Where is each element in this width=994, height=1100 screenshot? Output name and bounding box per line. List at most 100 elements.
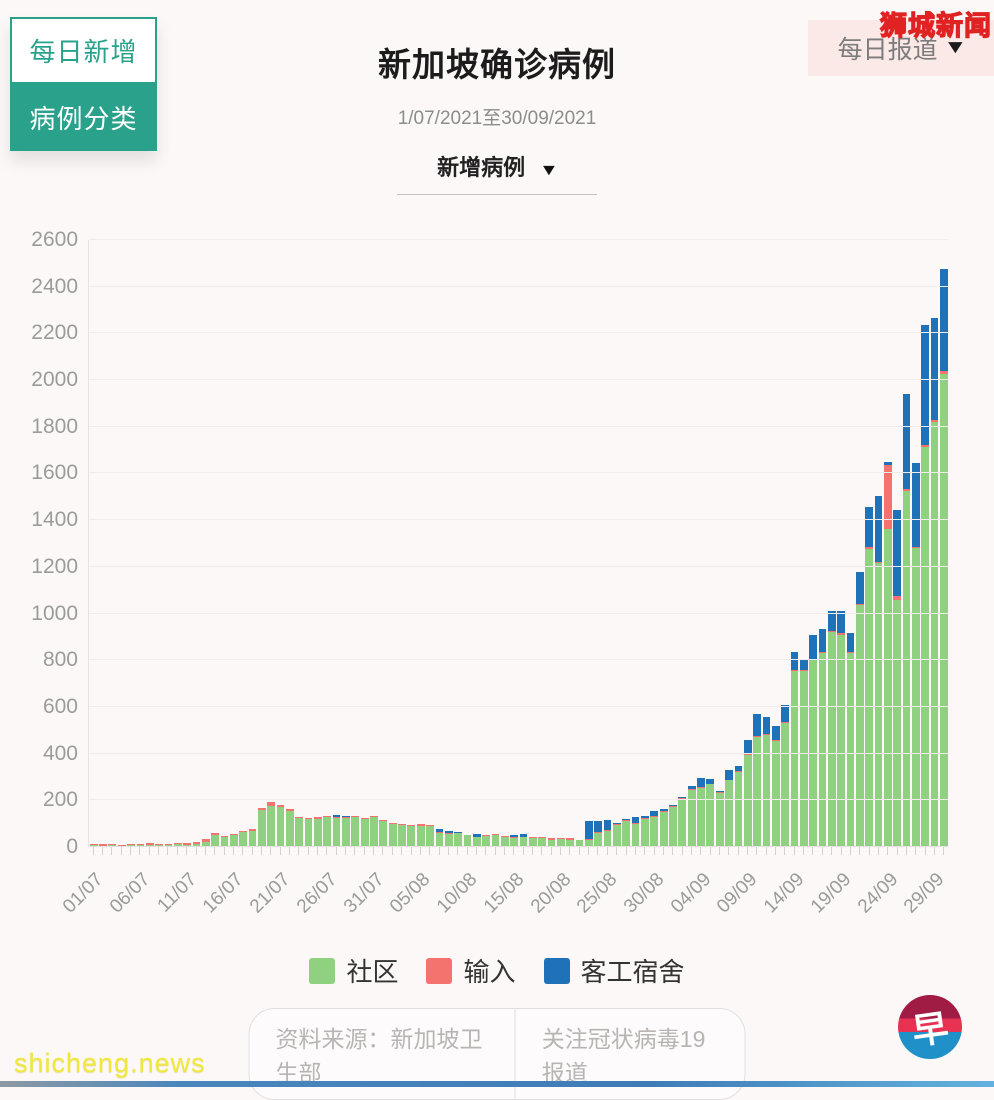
bar-20/09[interactable] xyxy=(847,633,855,847)
bar-24/08[interactable] xyxy=(594,821,602,847)
x-tick xyxy=(897,847,898,855)
segment-社区 xyxy=(398,825,406,847)
bar-27/09[interactable] xyxy=(912,463,920,847)
y-tick-label: 1400 xyxy=(31,508,78,532)
y-tick-label: 800 xyxy=(43,648,78,672)
bar-07/09[interactable] xyxy=(725,770,733,847)
segment-客工宿舍 xyxy=(809,635,817,660)
bar-26/07[interactable] xyxy=(323,816,331,847)
bar-18/07[interactable] xyxy=(249,829,257,847)
bar-02/09[interactable] xyxy=(678,797,686,847)
segment-社区 xyxy=(800,671,808,847)
bar-02/08[interactable] xyxy=(389,823,397,847)
bar-29/07[interactable] xyxy=(351,816,359,848)
x-tick xyxy=(270,847,271,855)
bars-container xyxy=(89,240,948,847)
x-tick xyxy=(747,847,748,855)
bar-27/08[interactable] xyxy=(622,819,630,847)
bar-26/08[interactable] xyxy=(613,823,621,847)
bar-10/09[interactable] xyxy=(753,714,761,847)
bar-19/07[interactable] xyxy=(258,808,266,847)
bar-24/07[interactable] xyxy=(305,818,313,847)
bar-25/08[interactable] xyxy=(604,820,612,847)
bar-12/09[interactable] xyxy=(772,726,780,847)
bar-27/07[interactable] xyxy=(333,815,341,847)
bar-09/09[interactable] xyxy=(744,740,752,847)
segment-客工宿舍 xyxy=(903,394,911,489)
bar-01/08[interactable] xyxy=(379,820,387,847)
bar-30/08[interactable] xyxy=(650,811,658,847)
bar-11/09[interactable] xyxy=(763,717,771,847)
bar-08/08[interactable] xyxy=(445,831,453,847)
bar-29/08[interactable] xyxy=(641,816,649,847)
bar-22/09[interactable] xyxy=(865,507,873,847)
bar-09/08[interactable] xyxy=(454,832,462,847)
segment-客工宿舍 xyxy=(725,770,733,780)
bar-14/09[interactable] xyxy=(791,652,799,847)
bar-28/08[interactable] xyxy=(632,817,640,847)
bar-28/09[interactable] xyxy=(921,325,929,847)
x-tick xyxy=(298,847,299,855)
bar-01/09[interactable] xyxy=(669,805,677,847)
legend-item-社区[interactable]: 社区 xyxy=(309,952,398,989)
segment-社区 xyxy=(286,811,294,847)
gridline xyxy=(89,613,948,614)
legend-item-输入[interactable]: 输入 xyxy=(426,952,515,989)
bar-06/08[interactable] xyxy=(426,825,434,847)
segment-客工宿舍 xyxy=(893,510,901,596)
legend-item-客工宿舍[interactable]: 客工宿舍 xyxy=(544,952,685,989)
bar-03/09[interactable] xyxy=(688,786,696,847)
bar-23/08[interactable] xyxy=(585,821,593,847)
bar-31/08[interactable] xyxy=(660,809,668,847)
bar-22/07[interactable] xyxy=(286,809,294,847)
bar-29/09[interactable] xyxy=(931,318,939,847)
x-tick xyxy=(541,847,542,855)
bar-23/07[interactable] xyxy=(295,817,303,847)
bar-25/09[interactable] xyxy=(893,510,901,847)
bar-04/08[interactable] xyxy=(407,825,415,847)
x-tick-label: 31/07 xyxy=(339,869,388,918)
x-tick xyxy=(616,847,617,855)
gridline xyxy=(89,426,948,427)
bar-13/09[interactable] xyxy=(781,705,789,847)
x-tick xyxy=(326,847,327,855)
bar-30/07[interactable] xyxy=(361,818,369,847)
bar-04/09[interactable] xyxy=(697,778,705,847)
bar-07/08[interactable] xyxy=(436,829,444,847)
y-tick-label: 200 xyxy=(43,788,78,812)
bar-08/09[interactable] xyxy=(735,766,743,847)
bar-17/07[interactable] xyxy=(239,831,247,847)
x-tick-label: 24/09 xyxy=(854,869,903,918)
bar-03/08[interactable] xyxy=(398,824,406,847)
bar-30/09[interactable] xyxy=(940,269,948,848)
bar-17/09[interactable] xyxy=(819,629,827,847)
x-tick xyxy=(691,847,692,855)
bar-23/09[interactable] xyxy=(875,496,883,847)
x-tick xyxy=(654,847,655,855)
x-tick xyxy=(261,847,262,855)
x-tick xyxy=(93,847,94,855)
segment-社区 xyxy=(622,821,630,847)
bar-25/07[interactable] xyxy=(314,817,322,847)
bar-18/09[interactable] xyxy=(828,611,836,847)
metric-dropdown[interactable]: 新增病例▼ xyxy=(397,150,597,195)
x-tick xyxy=(364,847,365,855)
x-tick xyxy=(756,847,757,855)
bar-05/09[interactable] xyxy=(706,779,714,847)
plot-area xyxy=(88,240,948,847)
bar-05/08[interactable] xyxy=(417,824,425,847)
bar-19/09[interactable] xyxy=(837,611,845,847)
bar-16/08[interactable] xyxy=(520,834,528,847)
bar-16/07[interactable] xyxy=(230,834,238,847)
segment-社区 xyxy=(903,491,911,847)
bar-26/09[interactable] xyxy=(903,394,911,847)
x-tick-label: 14/09 xyxy=(760,869,809,918)
bar-14/07[interactable] xyxy=(211,833,219,847)
segment-社区 xyxy=(753,737,761,847)
x-tick xyxy=(336,847,337,855)
bar-21/07[interactable] xyxy=(277,805,285,847)
bar-20/07[interactable] xyxy=(267,802,275,847)
bar-28/07[interactable] xyxy=(342,816,350,847)
bar-16/09[interactable] xyxy=(809,635,817,847)
bar-31/07[interactable] xyxy=(370,816,378,847)
